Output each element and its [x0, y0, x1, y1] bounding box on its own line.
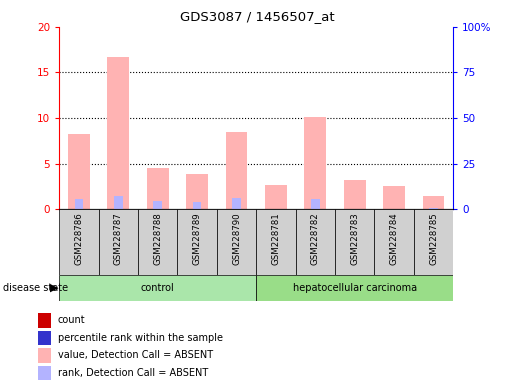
Bar	[304, 117, 326, 209]
Bar	[38, 366, 50, 380]
Bar	[265, 185, 287, 209]
Bar	[153, 201, 162, 209]
Bar	[75, 199, 83, 209]
Bar	[68, 134, 90, 209]
Text: GSM228781: GSM228781	[271, 212, 280, 265]
Bar	[344, 180, 366, 209]
Text: GSM228788: GSM228788	[153, 212, 162, 265]
Bar	[383, 187, 405, 209]
Text: GSM228790: GSM228790	[232, 212, 241, 265]
Text: GSM228782: GSM228782	[311, 212, 320, 265]
Bar	[59, 209, 99, 275]
Bar	[177, 209, 217, 275]
Text: GSM228784: GSM228784	[390, 212, 399, 265]
Bar	[38, 313, 50, 328]
Text: GSM228785: GSM228785	[429, 212, 438, 265]
Bar	[423, 195, 444, 209]
Bar	[99, 209, 138, 275]
Text: GDS3087 / 1456507_at: GDS3087 / 1456507_at	[180, 10, 335, 23]
Text: GSM228783: GSM228783	[350, 212, 359, 265]
Text: value, Detection Call = ABSENT: value, Detection Call = ABSENT	[58, 350, 213, 360]
Bar	[138, 209, 177, 275]
Bar	[147, 168, 168, 209]
Text: hepatocellular carcinoma: hepatocellular carcinoma	[293, 283, 417, 293]
Text: GSM228789: GSM228789	[193, 212, 201, 265]
Bar	[414, 209, 453, 275]
Bar	[232, 198, 241, 209]
Bar	[193, 202, 201, 209]
Bar	[374, 209, 414, 275]
Bar	[186, 174, 208, 209]
Text: percentile rank within the sample: percentile rank within the sample	[58, 333, 223, 343]
Text: GSM228786: GSM228786	[75, 212, 83, 265]
Bar	[256, 209, 296, 275]
Bar	[311, 199, 320, 209]
Bar	[114, 195, 123, 209]
Text: disease state: disease state	[3, 283, 67, 293]
Text: rank, Detection Call = ABSENT: rank, Detection Call = ABSENT	[58, 368, 208, 378]
Bar	[59, 275, 256, 301]
Bar	[256, 275, 453, 301]
Text: count: count	[58, 315, 85, 325]
Bar	[38, 331, 50, 345]
Bar	[217, 209, 256, 275]
Text: GSM228787: GSM228787	[114, 212, 123, 265]
Bar	[38, 348, 50, 362]
Bar	[429, 208, 438, 209]
Bar	[296, 209, 335, 275]
Bar	[335, 209, 374, 275]
Bar	[226, 132, 247, 209]
Text: ▶: ▶	[50, 283, 58, 293]
Bar	[108, 57, 129, 209]
Text: control: control	[141, 283, 175, 293]
